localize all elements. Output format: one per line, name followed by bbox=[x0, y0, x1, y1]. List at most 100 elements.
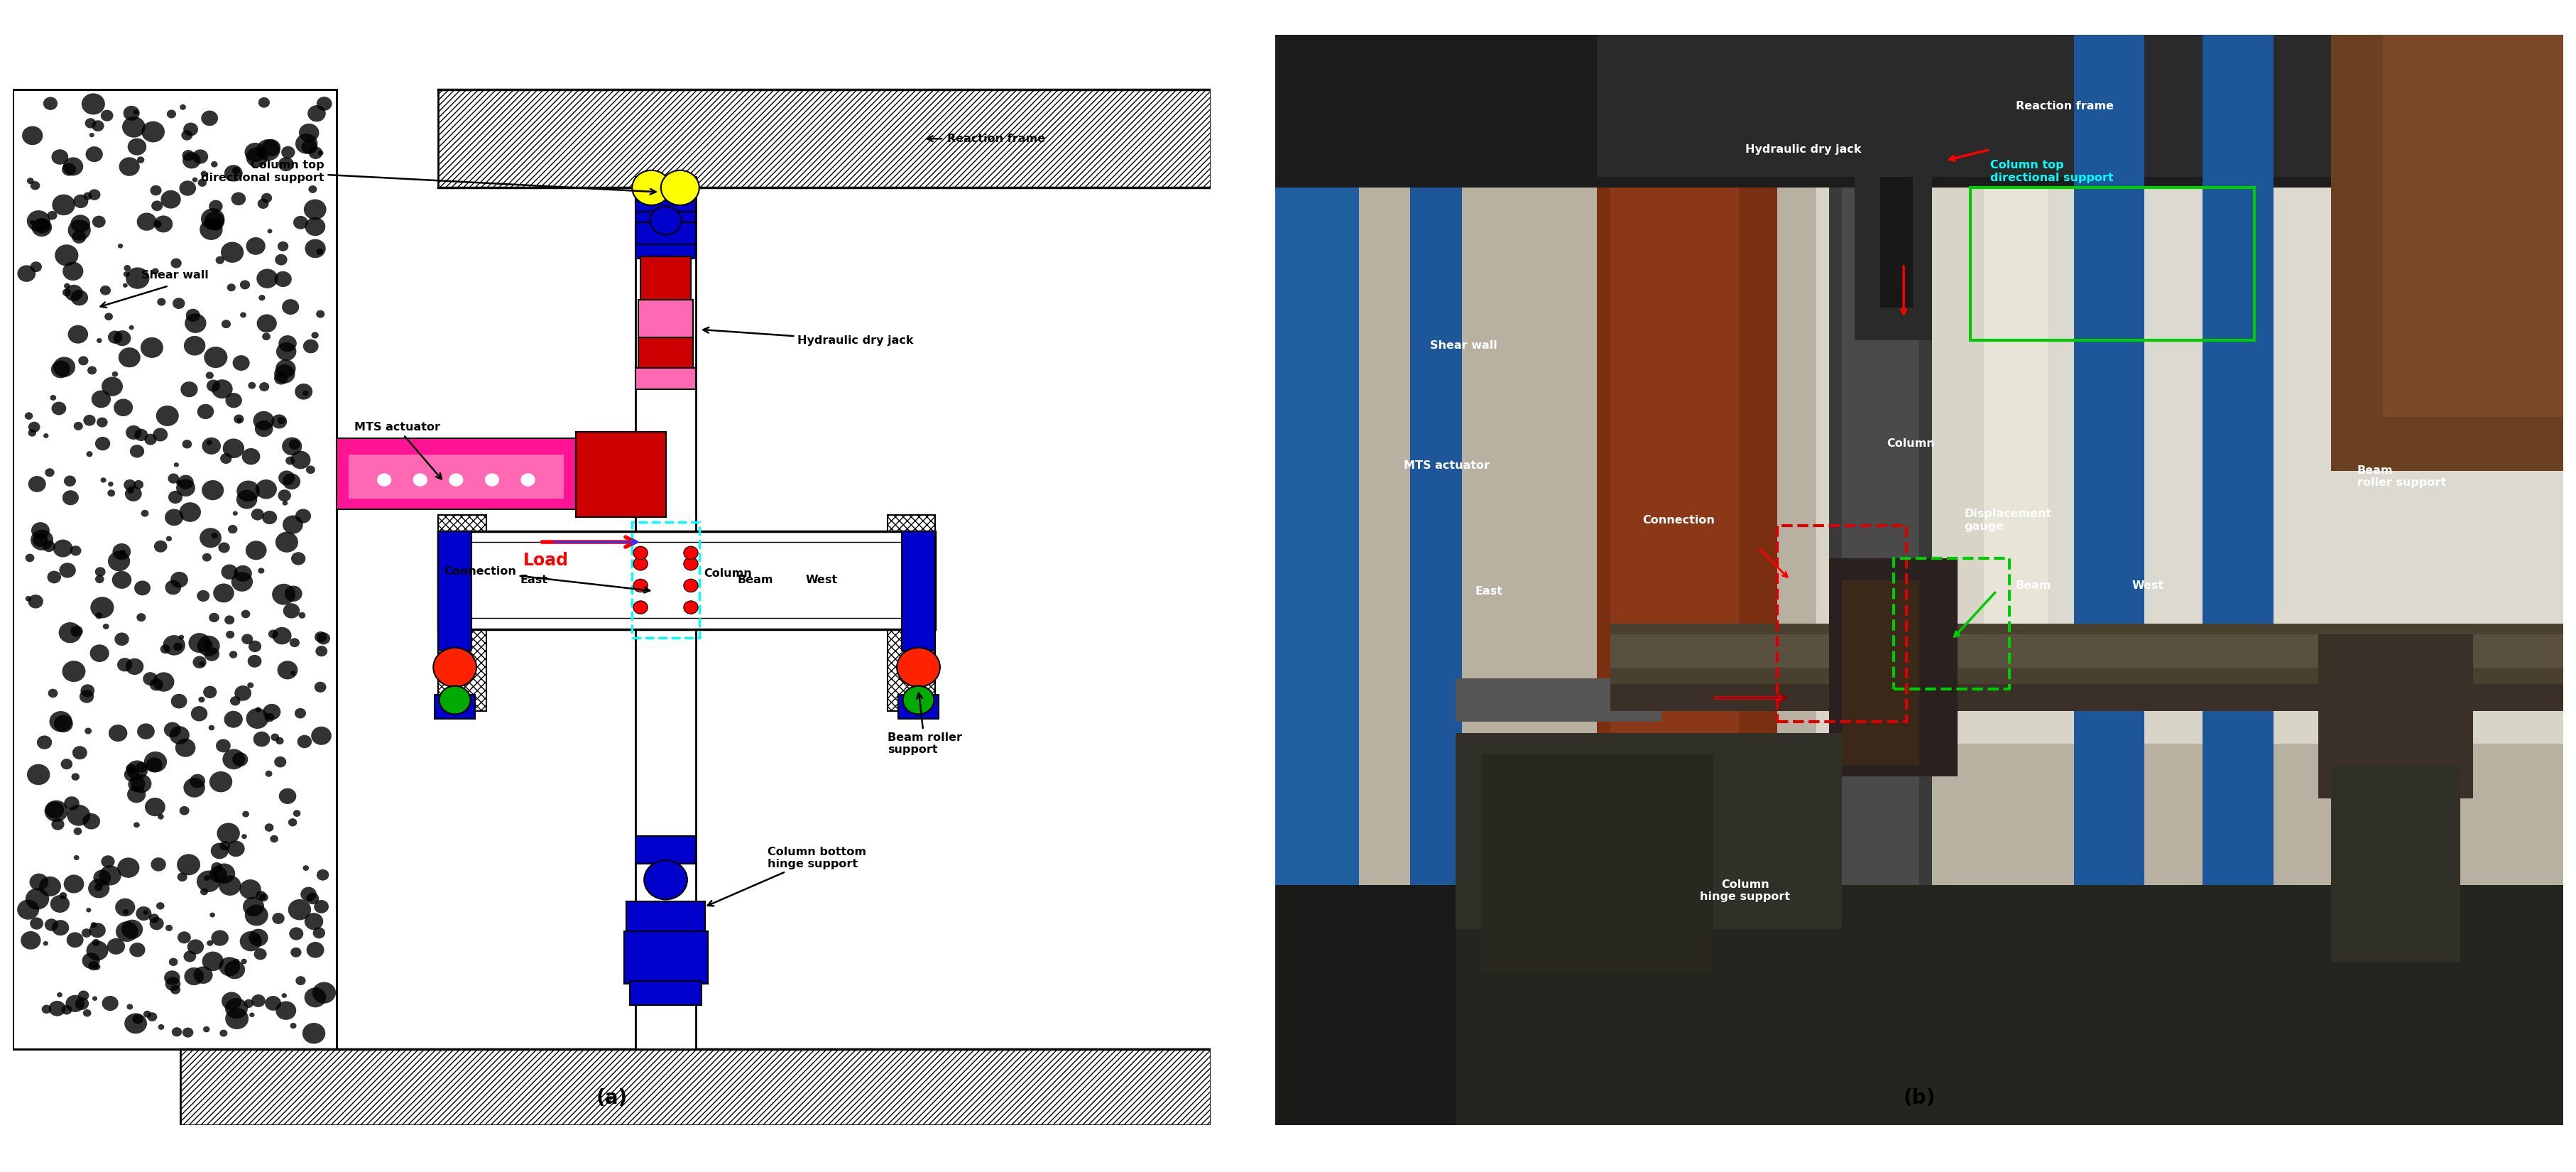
Circle shape bbox=[95, 884, 103, 891]
Circle shape bbox=[219, 958, 240, 976]
Bar bbox=[1455, 732, 1842, 929]
Circle shape bbox=[118, 858, 139, 878]
Circle shape bbox=[252, 994, 265, 1007]
Circle shape bbox=[75, 422, 82, 430]
Circle shape bbox=[232, 752, 247, 766]
Circle shape bbox=[206, 940, 214, 946]
Bar bbox=[438, 531, 471, 650]
Circle shape bbox=[245, 905, 268, 926]
Circle shape bbox=[28, 476, 46, 492]
Circle shape bbox=[301, 1023, 325, 1044]
Circle shape bbox=[276, 532, 299, 552]
Circle shape bbox=[111, 372, 118, 377]
Circle shape bbox=[116, 921, 139, 942]
Circle shape bbox=[265, 824, 273, 832]
Circle shape bbox=[201, 110, 219, 125]
Circle shape bbox=[662, 170, 698, 205]
Circle shape bbox=[312, 927, 325, 939]
Circle shape bbox=[376, 473, 392, 486]
Circle shape bbox=[227, 284, 234, 292]
Bar bbox=[1893, 558, 2009, 689]
Circle shape bbox=[157, 902, 165, 909]
Circle shape bbox=[183, 150, 193, 161]
Circle shape bbox=[307, 105, 325, 122]
Circle shape bbox=[206, 380, 219, 391]
Circle shape bbox=[44, 800, 67, 822]
Circle shape bbox=[178, 854, 201, 875]
Bar bbox=[2331, 35, 2563, 471]
Bar bbox=[2318, 634, 2473, 798]
Circle shape bbox=[85, 728, 93, 734]
Circle shape bbox=[155, 216, 173, 232]
Circle shape bbox=[304, 339, 319, 353]
Circle shape bbox=[209, 218, 224, 231]
Circle shape bbox=[304, 913, 322, 929]
Circle shape bbox=[214, 864, 234, 884]
Circle shape bbox=[222, 320, 232, 328]
Circle shape bbox=[157, 406, 178, 427]
Circle shape bbox=[118, 347, 142, 368]
Circle shape bbox=[95, 437, 111, 450]
Circle shape bbox=[173, 642, 183, 650]
Circle shape bbox=[201, 888, 209, 895]
Circle shape bbox=[129, 776, 144, 792]
Circle shape bbox=[232, 572, 252, 592]
Circle shape bbox=[26, 210, 52, 232]
Circle shape bbox=[193, 149, 209, 164]
Circle shape bbox=[64, 476, 75, 486]
Circle shape bbox=[118, 157, 139, 176]
Circle shape bbox=[26, 888, 49, 909]
Circle shape bbox=[232, 511, 237, 516]
Circle shape bbox=[54, 539, 72, 557]
Circle shape bbox=[144, 798, 165, 816]
Circle shape bbox=[170, 258, 183, 268]
Circle shape bbox=[273, 584, 296, 605]
Circle shape bbox=[276, 254, 289, 265]
Circle shape bbox=[234, 415, 245, 424]
Circle shape bbox=[204, 212, 224, 230]
Circle shape bbox=[294, 810, 301, 817]
Circle shape bbox=[77, 990, 90, 1001]
Circle shape bbox=[211, 162, 219, 168]
Circle shape bbox=[54, 356, 75, 377]
Circle shape bbox=[121, 920, 142, 939]
Circle shape bbox=[108, 490, 116, 497]
Bar bbox=[636, 368, 696, 389]
Circle shape bbox=[183, 336, 206, 355]
Circle shape bbox=[247, 382, 255, 389]
Circle shape bbox=[90, 597, 113, 619]
Text: MTS actuator: MTS actuator bbox=[1404, 461, 1489, 471]
Circle shape bbox=[44, 97, 57, 110]
Circle shape bbox=[258, 295, 265, 301]
Circle shape bbox=[59, 892, 67, 899]
Circle shape bbox=[307, 893, 319, 905]
Circle shape bbox=[129, 138, 147, 156]
Circle shape bbox=[173, 298, 185, 309]
Circle shape bbox=[62, 1004, 72, 1015]
Circle shape bbox=[75, 997, 90, 1010]
Circle shape bbox=[188, 633, 211, 653]
Circle shape bbox=[433, 648, 477, 687]
Circle shape bbox=[44, 941, 49, 946]
Circle shape bbox=[204, 686, 216, 699]
Circle shape bbox=[88, 961, 98, 970]
Bar bbox=[636, 223, 696, 245]
Circle shape bbox=[229, 696, 240, 706]
Circle shape bbox=[170, 694, 188, 709]
Circle shape bbox=[126, 659, 144, 675]
Circle shape bbox=[224, 615, 234, 625]
Circle shape bbox=[95, 575, 103, 584]
Circle shape bbox=[224, 960, 245, 979]
Circle shape bbox=[255, 479, 276, 499]
Circle shape bbox=[201, 437, 222, 455]
Circle shape bbox=[252, 731, 270, 747]
Circle shape bbox=[183, 778, 206, 797]
Circle shape bbox=[245, 540, 268, 560]
Circle shape bbox=[80, 684, 95, 697]
Circle shape bbox=[67, 325, 88, 343]
Circle shape bbox=[52, 195, 75, 216]
Circle shape bbox=[191, 706, 209, 721]
Circle shape bbox=[165, 925, 173, 932]
Circle shape bbox=[902, 686, 935, 714]
Circle shape bbox=[204, 640, 214, 649]
